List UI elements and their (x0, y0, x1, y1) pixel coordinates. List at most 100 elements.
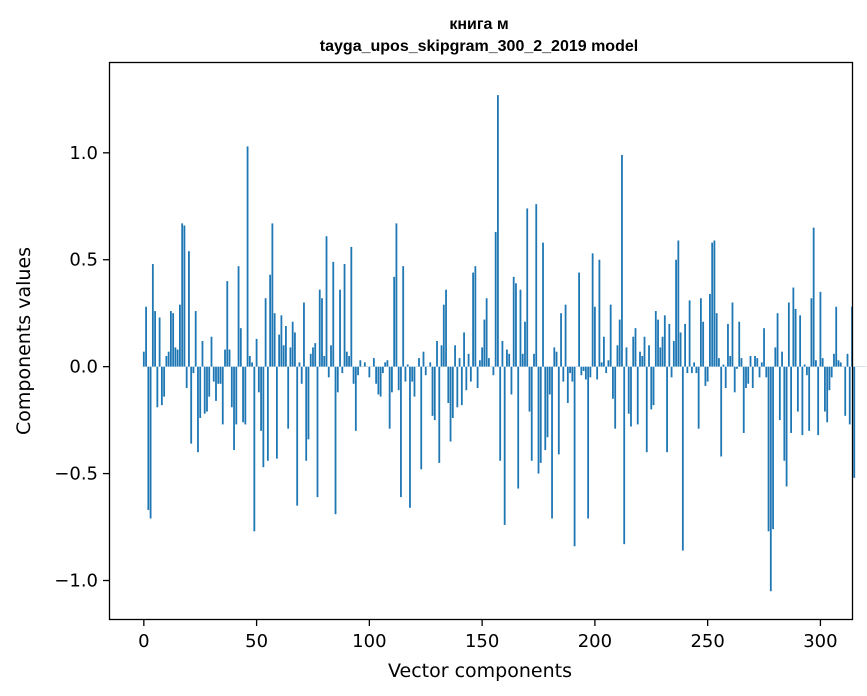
bar (309, 353, 312, 367)
bar (433, 366, 436, 421)
bar (469, 366, 472, 382)
bar (418, 358, 420, 367)
bar (553, 347, 556, 367)
bar (465, 366, 468, 391)
plot-frame (108, 61, 854, 621)
bar (639, 351, 641, 367)
bar (334, 366, 337, 515)
bar (269, 274, 272, 367)
bar (381, 366, 384, 374)
bar (420, 366, 423, 470)
bar (648, 345, 650, 367)
bar (253, 366, 256, 532)
x-tick-label: 300 (803, 631, 837, 652)
bar (404, 366, 407, 382)
bar (440, 345, 443, 367)
bar (300, 366, 303, 384)
bar (515, 283, 517, 367)
bar (573, 366, 576, 547)
bar (632, 336, 635, 367)
bar (693, 362, 696, 367)
x-axis-label: Vector components (388, 660, 572, 682)
bar (722, 364, 725, 367)
bar (729, 355, 732, 367)
bar (736, 366, 738, 369)
bar (833, 353, 835, 367)
bar (846, 353, 849, 367)
bar (332, 261, 335, 367)
bar (497, 95, 499, 367)
bar (147, 366, 150, 510)
bar (542, 242, 544, 367)
bar (472, 272, 474, 367)
bar (589, 366, 592, 378)
bar (718, 358, 720, 367)
bar (587, 366, 590, 519)
bar (659, 347, 662, 367)
x-axis-ticks: 0 50 100 150 200 250 300 (138, 619, 838, 652)
bar (706, 366, 709, 382)
bar (413, 366, 416, 397)
bar (578, 272, 580, 367)
bar (445, 289, 447, 367)
bar (530, 366, 533, 461)
bar (478, 360, 481, 367)
bar (492, 366, 495, 376)
bar (197, 366, 199, 453)
bar (677, 240, 680, 367)
bar (244, 366, 247, 425)
bar (564, 304, 567, 367)
bar (796, 366, 799, 412)
bar (325, 236, 328, 367)
bar (591, 253, 594, 367)
bar (670, 366, 673, 378)
bar (233, 366, 235, 451)
bar (548, 366, 551, 395)
bar (769, 366, 772, 592)
bar (521, 353, 524, 367)
bar (194, 311, 197, 367)
bar (749, 355, 752, 367)
bar (359, 360, 362, 367)
bar (287, 366, 290, 429)
y-tick-label: 0.5 (69, 250, 98, 271)
bar (379, 366, 382, 397)
bar (810, 298, 813, 367)
bar (296, 366, 299, 506)
bar (316, 366, 319, 498)
bar (837, 360, 840, 367)
bar (289, 347, 292, 367)
bar (266, 366, 269, 461)
bar (314, 343, 317, 367)
bar (303, 302, 305, 367)
bar (485, 298, 488, 367)
bar (826, 366, 829, 423)
bar (169, 311, 172, 367)
bar (199, 366, 202, 418)
bar (298, 362, 301, 367)
bar (285, 326, 287, 367)
bar (650, 366, 653, 410)
bar (460, 366, 463, 406)
bar (354, 366, 357, 431)
bar (483, 319, 486, 367)
x-tick-label: 0 (138, 631, 149, 652)
bar (190, 366, 193, 444)
bar (352, 366, 355, 384)
bar (699, 298, 702, 367)
bar (424, 366, 427, 376)
bar (571, 366, 574, 382)
bar (702, 321, 705, 367)
bar (230, 366, 233, 408)
bar (280, 315, 283, 367)
bar (237, 266, 240, 367)
bar (350, 246, 353, 367)
bar (724, 366, 727, 389)
bar (778, 366, 781, 421)
bar (623, 366, 626, 545)
bar (517, 366, 520, 489)
bar (447, 366, 450, 404)
bar (695, 366, 698, 374)
bar (318, 289, 321, 367)
bar (526, 208, 529, 367)
